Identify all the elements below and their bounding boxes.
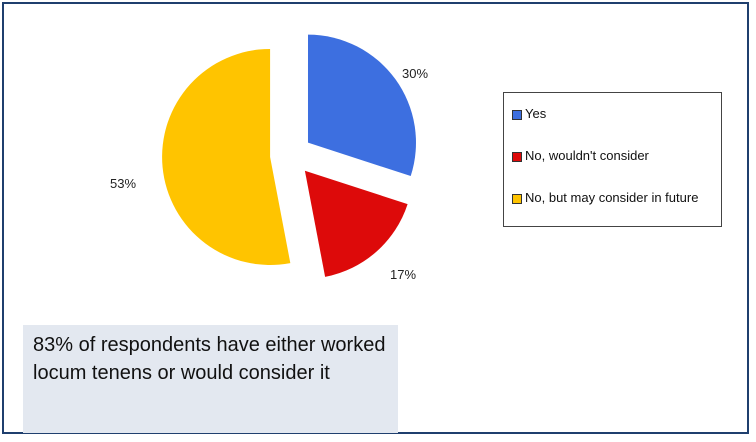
legend-item-no-wouldnt-consider: No, wouldn't consider: [512, 149, 712, 163]
chart-legend: Yes No, wouldn't consider No, but may co…: [503, 92, 722, 227]
legend-label-no-may-consider: No, but may consider in future: [525, 190, 699, 205]
legend-item-no-may-consider: No, but may consider in future: [512, 191, 707, 205]
legend-swatch-no-may-consider: [512, 194, 522, 204]
summary-caption: 83% of respondents have either worked lo…: [23, 325, 398, 433]
legend-item-yes: Yes: [512, 107, 712, 121]
slice-label-yes: 30%: [402, 66, 428, 81]
pie-slice-yes: [307, 34, 416, 177]
pie-slice-no-wouldnt-consider: [304, 170, 408, 277]
pie-slice-no-may-consider: [162, 48, 291, 265]
legend-label-yes: Yes: [525, 106, 547, 121]
slice-label-no-may-consider: 53%: [110, 176, 136, 191]
legend-swatch-yes: [512, 110, 522, 120]
legend-label-no-wouldnt-consider: No, wouldn't consider: [525, 148, 649, 163]
legend-swatch-no-wouldnt-consider: [512, 152, 522, 162]
slice-label-no-wouldnt-consider: 17%: [390, 267, 416, 282]
